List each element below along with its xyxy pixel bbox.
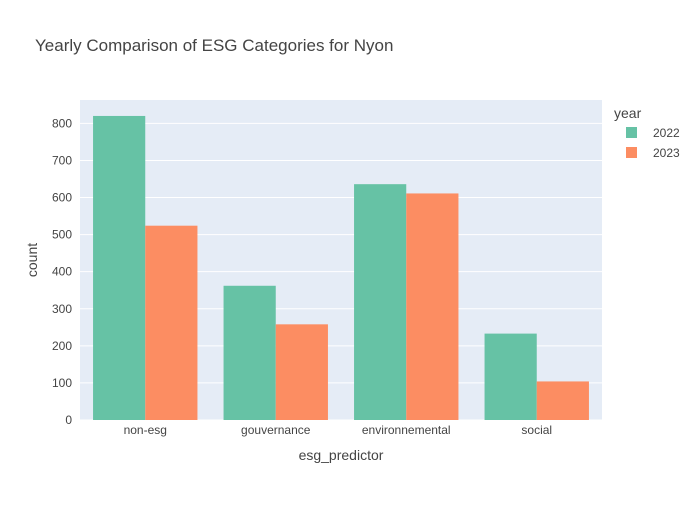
x-tick-label: social [521,423,552,437]
y-tick-label: 700 [52,153,72,167]
legend-item-label: 2022 [653,126,680,140]
bars [93,115,589,420]
legend-title: year [614,105,642,121]
x-axis-ticks: non-esg gouvernance environnemental social [124,423,553,437]
y-tick-label: 800 [52,116,72,130]
legend-item-label: 2023 [653,146,680,160]
y-tick-label: 400 [52,265,72,279]
y-tick-label: 100 [52,376,72,390]
chart-title: Yearly Comparison of ESG Categories for … [35,36,393,55]
y-tick-label: 200 [52,339,72,353]
bar-gouvernance-2023 [275,324,328,420]
y-tick-label: 0 [65,413,72,427]
bar-social-2022 [484,333,537,420]
bar-gouvernance-2022 [223,285,276,420]
bar-environnemental-2023 [406,193,459,420]
bar-social-2023 [536,381,589,420]
y-tick-label: 300 [52,302,72,316]
bar-non-esg-2023 [145,225,198,420]
bar-non-esg-2022 [93,115,146,420]
legend-swatch [626,127,637,138]
y-axis-ticks: 0 100 200 300 400 500 600 700 800 [52,116,72,427]
x-axis-title: esg_predictor [299,447,384,463]
legend: year 2022 2023 [614,105,680,160]
x-tick-label: gouvernance [241,423,311,437]
legend-swatch [626,147,637,158]
x-tick-label: environnemental [362,423,451,437]
y-tick-label: 600 [52,191,72,205]
y-tick-label: 500 [52,228,72,242]
x-tick-label: non-esg [124,423,167,437]
legend-items: 2022 2023 [626,126,680,160]
y-axis-title: count [24,243,40,277]
bar-environnemental-2022 [354,184,407,420]
